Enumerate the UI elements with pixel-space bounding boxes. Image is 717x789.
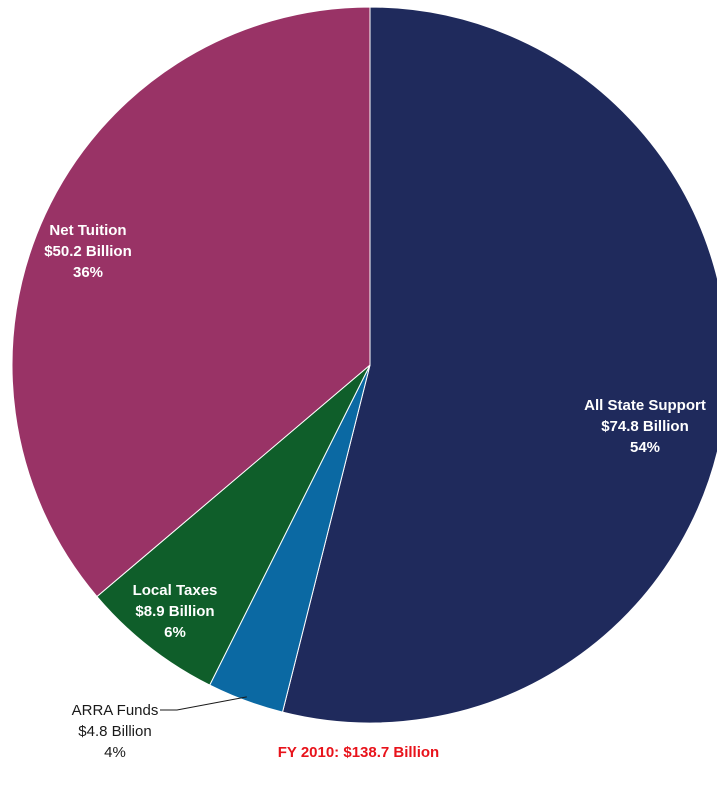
slice-label-arra-funds-percent: 4% <box>104 744 126 761</box>
slice-label-net-tuition-amount: $50.2 Billion <box>44 243 132 260</box>
slice-label-all-state-support-name: All State Support <box>584 397 706 414</box>
slice-label-local-taxes-amount: $8.9 Billion <box>135 603 214 620</box>
slice-label-net-tuition-percent: 36% <box>73 264 103 281</box>
pie-slice-local-taxes <box>96 364 371 686</box>
slice-label-arra-funds-amount: $4.8 Billion <box>78 723 151 740</box>
slice-label-local-taxes-name: Local Taxes <box>133 582 218 599</box>
pie-slices <box>11 6 717 724</box>
slice-label-arra-funds-name: ARRA Funds <box>72 702 159 719</box>
leader-line-arra-funds <box>160 696 247 711</box>
slice-labels: All State Support $74.8 Billion 54% ARRA Fu… <box>44 222 706 761</box>
chart-footer-total: FY 2010: $138.7 Billion <box>277 744 440 761</box>
pie-slice-net-tuition <box>11 6 371 598</box>
slice-label-net-tuition-name: Net Tuition <box>49 222 126 239</box>
slice-label-all-state-support-amount: $74.8 Billion <box>601 418 689 435</box>
slice-label-all-state-support-percent: 54% <box>630 439 660 456</box>
pie-slice-all-state-support <box>281 6 717 724</box>
slice-label-local-taxes-percent: 6% <box>164 624 186 641</box>
